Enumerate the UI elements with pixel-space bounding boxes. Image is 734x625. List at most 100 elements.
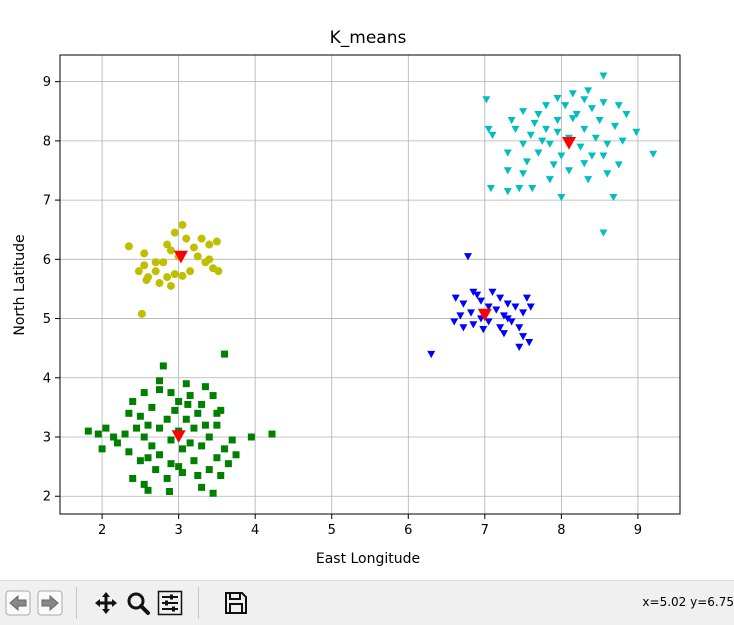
plot-frame: [59, 54, 681, 515]
data-point: [159, 362, 167, 370]
cursor-coordinates: x=5.02 y=6.75: [642, 595, 734, 609]
data-point: [182, 380, 190, 388]
data-point: [140, 249, 149, 258]
centroid-marker: [477, 308, 492, 322]
x-tick-label: 4: [251, 523, 259, 538]
data-point: [456, 312, 465, 320]
data-point: [98, 445, 106, 453]
data-point: [133, 424, 141, 432]
x-tick-label: 6: [404, 523, 412, 538]
data-point: [499, 312, 508, 320]
y-tick-label: 9: [43, 75, 51, 90]
pan-button[interactable]: [92, 589, 120, 617]
data-point: [232, 451, 240, 459]
data-point: [178, 271, 187, 280]
data-point: [519, 333, 528, 341]
data-point: [186, 392, 194, 400]
y-tick-label: 3: [43, 431, 51, 446]
data-point: [182, 234, 191, 243]
data-point: [538, 137, 547, 145]
data-point: [482, 96, 491, 104]
data-point: [545, 176, 554, 184]
data-point: [134, 267, 143, 276]
data-point: [599, 72, 608, 80]
data-point: [591, 134, 600, 142]
data-point: [113, 439, 121, 447]
data-point: [496, 294, 505, 302]
data-point: [224, 460, 232, 468]
y-tick-label: 2: [43, 490, 51, 505]
data-point: [599, 99, 608, 107]
data-point: [205, 240, 214, 249]
floppy-disk-icon: [225, 592, 247, 614]
data-point: [503, 300, 512, 308]
data-point: [587, 105, 596, 113]
data-point: [151, 258, 160, 267]
data-point: [576, 143, 585, 151]
x-tick-label: 5: [328, 523, 336, 538]
subplots-button[interactable]: [156, 589, 184, 617]
x-tick-label: 2: [98, 523, 106, 538]
data-point: [189, 243, 198, 252]
data-point: [140, 433, 148, 441]
data-point: [599, 152, 608, 160]
data-point: [201, 421, 209, 429]
data-point: [102, 424, 110, 432]
data-point: [194, 409, 202, 417]
data-point: [228, 436, 236, 444]
forward-button[interactable]: [36, 589, 64, 617]
data-point: [603, 140, 612, 148]
data-point: [213, 421, 221, 429]
data-point: [184, 400, 192, 408]
data-point: [110, 433, 118, 441]
data-point: [503, 188, 512, 196]
toolbar-separator: [198, 587, 199, 619]
data-point: [194, 472, 202, 480]
data-point: [534, 111, 543, 119]
data-point: [519, 170, 528, 178]
data-point: [190, 424, 198, 432]
data-point: [84, 427, 92, 435]
data-point: [268, 430, 276, 438]
data-point: [136, 412, 144, 420]
data-point: [144, 454, 152, 462]
data-point: [182, 415, 190, 423]
data-point: [163, 240, 172, 249]
data-point: [214, 267, 223, 276]
data-point: [649, 150, 658, 158]
data-point: [217, 472, 225, 480]
data-point: [140, 389, 148, 397]
data-point: [568, 90, 577, 98]
data-point: [209, 489, 217, 497]
data-point: [609, 193, 618, 202]
data-point: [488, 131, 497, 139]
data-point: [545, 140, 554, 148]
data-point: [553, 95, 562, 103]
data-point: [129, 474, 137, 482]
save-button[interactable]: [222, 589, 250, 617]
data-point: [503, 315, 512, 323]
back-button[interactable]: [4, 589, 32, 617]
y-tick-label: 4: [43, 371, 51, 386]
centroid-marker: [562, 137, 577, 150]
data-point: [205, 255, 214, 264]
data-point: [450, 318, 459, 326]
data-point: [427, 350, 436, 359]
data-point: [580, 96, 589, 104]
data-point: [451, 294, 460, 302]
data-point: [467, 309, 476, 317]
data-point: [473, 291, 482, 299]
data-point: [167, 436, 175, 444]
zoom-button[interactable]: [124, 589, 152, 617]
data-point: [572, 111, 581, 119]
data-point: [163, 474, 171, 482]
data-point: [121, 430, 129, 438]
y-axis-label: North Latitude: [12, 234, 28, 335]
data-point: [163, 415, 171, 423]
grid-lines: [60, 55, 680, 514]
data-point: [496, 324, 505, 332]
move-icon: [95, 592, 117, 614]
centroid-marker: [171, 430, 186, 443]
data-point: [488, 288, 497, 296]
